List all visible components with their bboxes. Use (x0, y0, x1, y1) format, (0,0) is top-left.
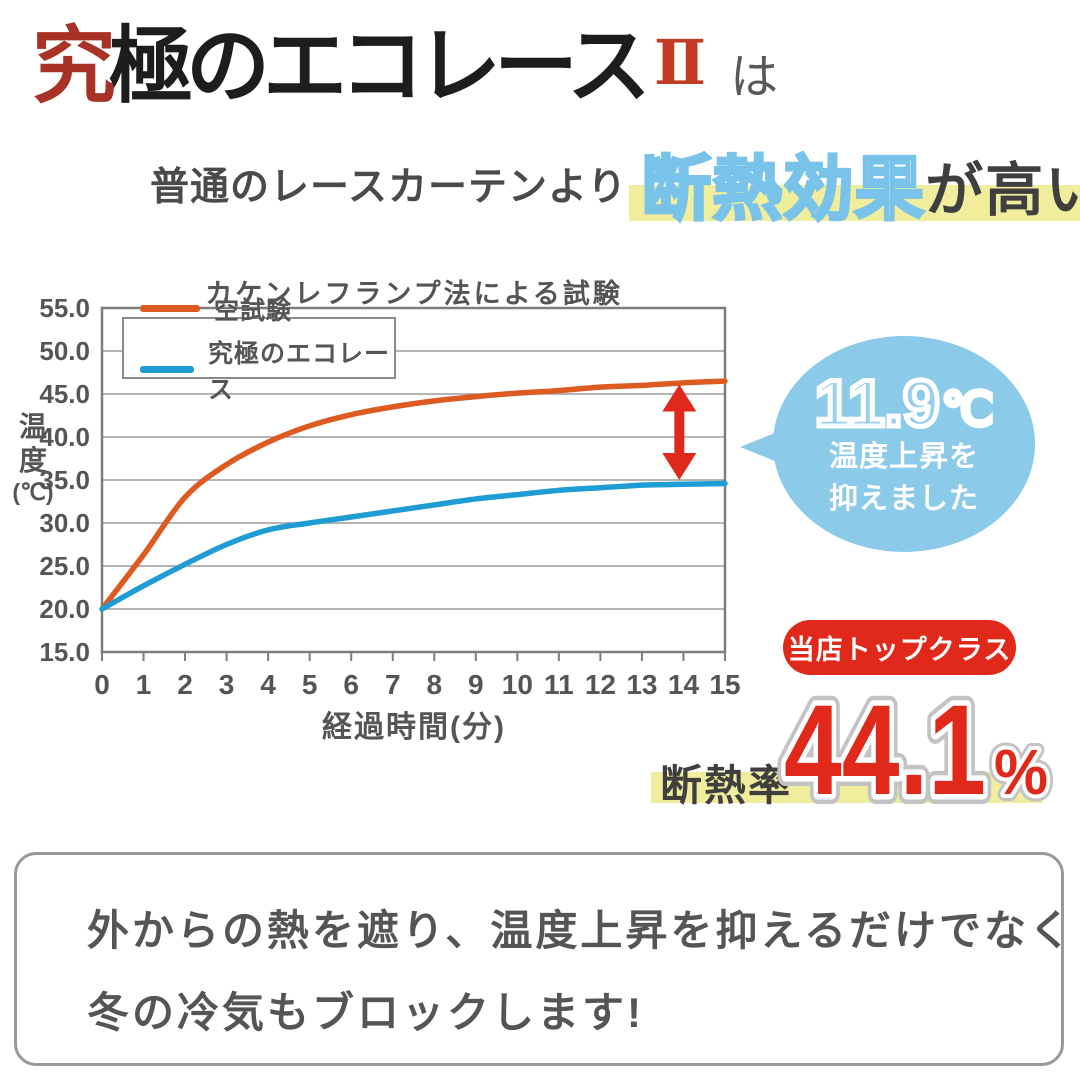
info-line-2: 冬の冷気もブロックします! (87, 989, 644, 1036)
diff-arrow-head-down (662, 453, 697, 480)
y-axis-title: 温 度 (℃) (2, 411, 64, 505)
badge-label: 当店トップクラス (787, 635, 1012, 665)
y-tick-label: 35.0 (39, 465, 90, 495)
rate-value: 44.1 (784, 679, 986, 822)
y-tick-label: 15.0 (39, 637, 90, 667)
legend-label: 究極のエコレース (207, 339, 390, 404)
y-tick-label: 55.0 (39, 293, 90, 323)
x-tick-label: 4 (260, 669, 276, 700)
diff-arrow-head-up (662, 384, 697, 412)
chart-title: カケンレフランプ法による試験 (205, 279, 623, 309)
bubble-value-row: 11.9 ℃ (812, 366, 996, 440)
x-tick-label: 0 (94, 669, 110, 700)
y-axis-title-char: 温 (18, 411, 47, 442)
headline-suffix: が高い! (925, 158, 1080, 223)
top-class-badge: 当店トップクラス (783, 620, 1016, 675)
product-logo: 究 極のエコレース Ⅱ は (32, 16, 779, 115)
x-tick-label: 11 (544, 669, 574, 700)
y-tick-label: 20.0 (39, 594, 90, 624)
logo-text-black: 極のエコレース (109, 16, 651, 115)
chart-legend: 空試験 究極のエコレース (122, 297, 396, 404)
legend-label: 空試験 (214, 296, 293, 325)
bubble-caption-line1: 温度上昇を (828, 441, 979, 473)
rate-label: 断熱率 (660, 762, 793, 809)
x-tick-label: 13 (626, 669, 657, 700)
x-tick-label: 5 (302, 669, 318, 700)
headline-highlight-band: 断熱効果 が高い! (629, 150, 1080, 228)
rate-unit: % (994, 736, 1048, 808)
legend-swatch (140, 305, 200, 312)
series-line-1 (99, 480, 728, 612)
legend-swatch (140, 366, 194, 373)
x-tick-label: 3 (219, 669, 235, 700)
temperature-chart-svg: 15.020.025.030.035.040.045.050.055.00 1 2 3… (39, 293, 740, 700)
x-tick-label: 2 (177, 669, 193, 700)
x-tick-label: 8 (426, 669, 442, 700)
rate-value-outline: 44.1 (784, 679, 986, 822)
y-axis-title-char: 度 (18, 444, 47, 476)
rate-value-outline: 44.1 (784, 679, 986, 822)
rate-unit-outline: % (994, 736, 1048, 808)
x-tick-label: 15 (709, 669, 740, 700)
rate-highlight-band (651, 772, 1043, 803)
headline-highlight-text: 断熱効果 (640, 150, 926, 228)
bubble-value: 11.9 (812, 366, 942, 440)
x-tick-label: 1 (136, 669, 152, 700)
x-tick-label: 12 (585, 669, 616, 700)
logo-particle: は (730, 50, 779, 104)
legend-item-eco-lace: 究極のエコレース (140, 334, 394, 406)
y-tick-label: 30.0 (39, 508, 90, 538)
y-tick-label: 25.0 (39, 551, 90, 581)
headline: 普通のレースカーテンより 断熱効果 が高い! (150, 150, 1080, 228)
headline-prefix: 普通のレースカーテンより (150, 166, 628, 209)
x-axis-title: 経過時間(分) (322, 711, 506, 744)
rate-value-svg: 44.1 44.1 44.1 % % % (774, 669, 1055, 832)
temperature-diff-bubble: 11.9 ℃ 温度上昇を 抑えました (740, 336, 1035, 552)
series-line-0 (99, 378, 728, 612)
y-tick-label: 50.0 (39, 336, 90, 366)
x-tick-label: 10 (502, 669, 533, 700)
x-tick-label: 14 (668, 669, 700, 700)
logo-text-red: 究 (32, 16, 116, 115)
info-line-1: 外からの熱を遮り、温度上昇を抑えるだけでなく (87, 907, 1075, 954)
x-tick-label: 9 (468, 669, 484, 700)
logo-numeral: Ⅱ (653, 25, 707, 99)
y-axis-title-unit: (℃) (12, 478, 54, 505)
x-tick-label: 6 (343, 669, 359, 700)
legend-item-blank-test: 空試験 (140, 291, 394, 327)
rate-unit-outline: % (994, 736, 1048, 808)
info-box: 外からの熱を遮り、温度上昇を抑えるだけでなく 冬の冷気もブロックします! (14, 852, 1071, 1066)
bubble-unit: ℃ (940, 383, 996, 435)
y-tick-label: 40.0 (39, 422, 90, 452)
y-tick-label: 45.0 (39, 379, 90, 409)
bubble-caption-line2: 抑えました (828, 483, 979, 516)
x-tick-label: 7 (385, 669, 401, 700)
plot-border (100, 306, 727, 654)
